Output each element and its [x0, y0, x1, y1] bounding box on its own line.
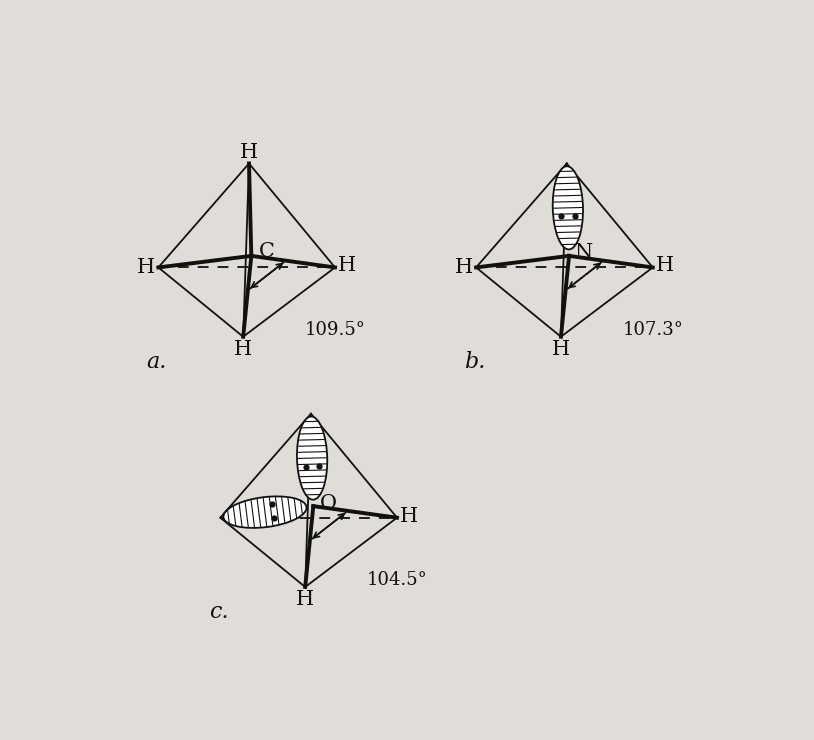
Text: 107.3°: 107.3° — [623, 321, 684, 339]
Text: H: H — [454, 258, 473, 277]
Text: c.: c. — [208, 602, 228, 623]
Text: N: N — [575, 243, 593, 262]
Text: H: H — [240, 144, 258, 162]
Text: a.: a. — [147, 352, 167, 373]
Ellipse shape — [553, 166, 583, 249]
Text: H: H — [296, 590, 314, 609]
Text: b.: b. — [465, 352, 486, 373]
Text: O: O — [320, 494, 336, 513]
Text: 104.5°: 104.5° — [367, 571, 427, 589]
Text: H: H — [339, 256, 357, 275]
Text: H: H — [234, 340, 252, 359]
Text: H: H — [656, 256, 674, 275]
Text: H: H — [552, 340, 570, 359]
Ellipse shape — [223, 497, 307, 528]
Text: 109.5°: 109.5° — [304, 321, 365, 339]
Text: H: H — [400, 507, 418, 525]
Text: H: H — [137, 258, 155, 277]
Ellipse shape — [297, 417, 327, 500]
Text: C: C — [259, 242, 275, 260]
